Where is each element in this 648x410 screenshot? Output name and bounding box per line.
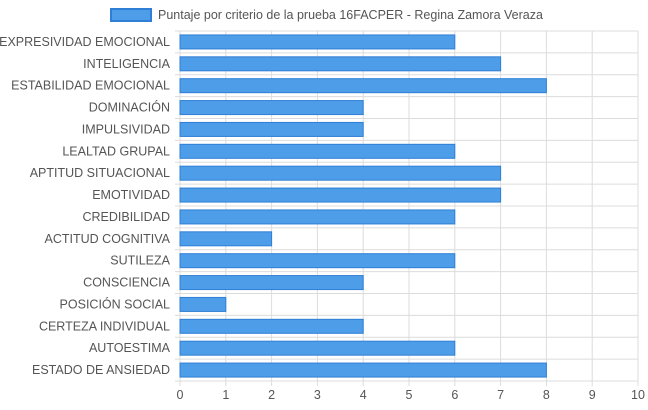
bar-5[interactable] (179, 143, 456, 159)
bar-13[interactable] (179, 318, 364, 334)
bar-0[interactable] (179, 34, 456, 50)
bar-1[interactable] (179, 56, 502, 72)
x-tick-label-0: 0 (177, 388, 184, 402)
category-label-3: DOMINACIÓN (89, 100, 170, 115)
bar-9[interactable] (179, 231, 273, 247)
category-label-10: SUTILEZA (110, 254, 170, 268)
bar-3[interactable] (179, 100, 364, 116)
category-label-11: CONSCIENCIA (83, 276, 170, 290)
bar-12[interactable] (179, 296, 227, 312)
bar-11[interactable] (179, 275, 364, 291)
bar-8[interactable] (179, 209, 456, 225)
category-labels: EXPRESIVIDAD EMOCIONAL INTELIGENCIA ESTABI… (0, 35, 171, 377)
category-label-8: CREDIBILIDAD (82, 210, 170, 224)
x-tick-label-8: 8 (543, 388, 550, 402)
bar-2[interactable] (179, 78, 547, 94)
x-tick-label-2: 2 (268, 388, 275, 402)
category-label-9: ACTITUD COGNITIVA (45, 232, 171, 246)
x-tick-label-3: 3 (314, 388, 321, 402)
bars (179, 34, 547, 378)
bar-10[interactable] (179, 253, 456, 269)
x-tick-label-4: 4 (360, 388, 367, 402)
category-label-1: INTELIGENCIA (83, 57, 170, 71)
category-label-15: ESTADO DE ANSIEDAD (32, 363, 170, 377)
x-tick-label-7: 7 (497, 388, 504, 402)
category-label-2: ESTABILIDAD EMOCIONAL (11, 79, 170, 93)
bar-4[interactable] (179, 121, 364, 137)
x-tick-label-1: 1 (222, 388, 229, 402)
legend-swatch (110, 8, 152, 22)
legend-label: Puntaje por criterio de la prueba 16FACP… (158, 8, 543, 22)
category-label-4: IMPULSIVIDAD (82, 122, 170, 136)
x-tick-label-10: 10 (631, 388, 645, 402)
category-label-0: EXPRESIVIDAD EMOCIONAL (0, 35, 170, 49)
category-label-7: EMOTIVIDAD (92, 188, 170, 202)
x-tick-label-9: 9 (589, 388, 596, 402)
category-label-13: CERTEZA INDIVIDUAL (39, 319, 170, 333)
bar-7[interactable] (179, 187, 502, 203)
bar-15[interactable] (179, 362, 547, 378)
bar-6[interactable] (179, 165, 502, 181)
x-axis-tick-labels: 0 1 2 3 4 5 6 7 8 9 10 (177, 388, 645, 402)
category-label-6: APTITUD SITUACIONAL (30, 166, 170, 180)
category-label-5: LEALTAD GRUPAL (62, 144, 170, 158)
bar-14[interactable] (179, 340, 456, 356)
x-tick-label-6: 6 (451, 388, 458, 402)
legend[interactable]: Puntaje por criterio de la prueba 16FACP… (110, 8, 543, 22)
category-label-12: POSICIÓN SOCIAL (60, 296, 170, 311)
category-label-14: AUTOESTIMA (89, 341, 171, 355)
x-tick-label-5: 5 (406, 388, 413, 402)
